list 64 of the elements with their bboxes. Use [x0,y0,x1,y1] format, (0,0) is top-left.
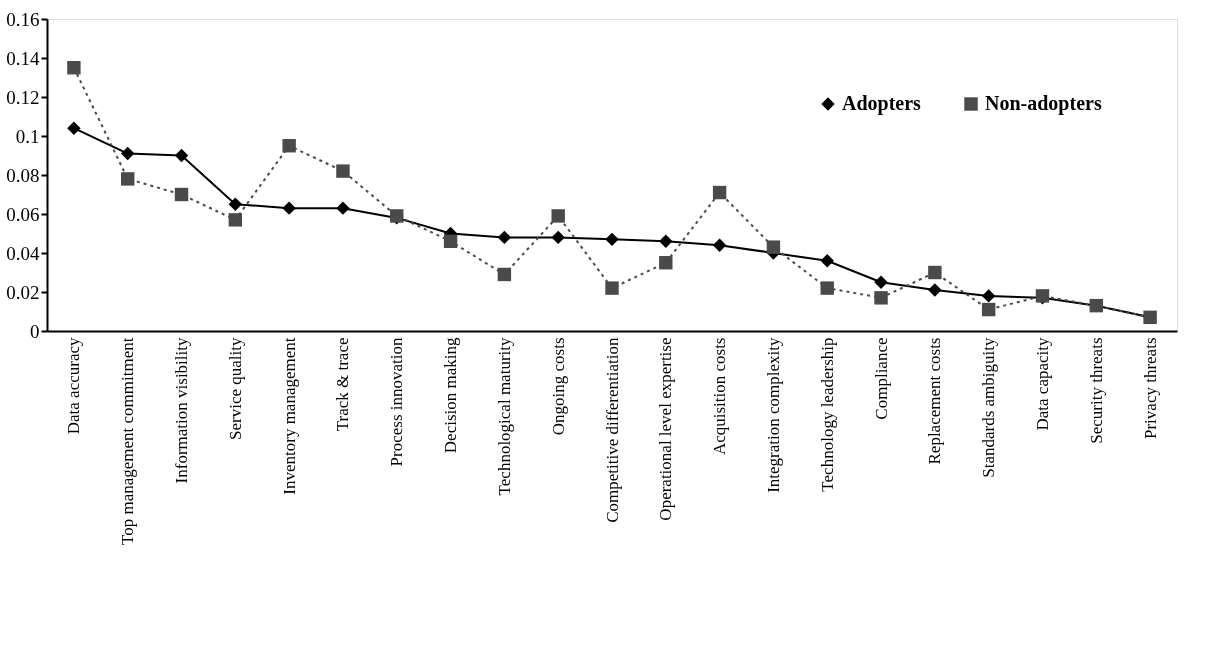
point [928,265,942,280]
x-tick-label: Data accuracy [64,337,84,435]
x-tick-label: Process innovation [387,337,407,467]
point [605,281,619,295]
y-tick-label: 0.14 [6,47,40,69]
point [659,234,673,249]
point [712,185,727,200]
y-tick-label: 0.06 [6,203,40,225]
point [497,230,512,245]
x-tick-label: Acquisition costs [710,337,730,456]
x-tick-label: Service quality [225,337,245,440]
x-tick-label: Track & trace [333,337,353,432]
y-tick-label: 0.02 [6,281,40,303]
x-tick-label: Security threats [1086,337,1106,444]
point [67,121,81,135]
point [820,281,834,295]
point [174,187,189,202]
point [228,197,243,211]
point [282,139,296,153]
x-tick-label: Privacy threats [1140,337,1160,439]
point [336,164,350,178]
point [551,209,565,223]
x-tick-label: Replacement costs [925,337,945,465]
point [121,172,135,186]
x-tick-label: Competitive differentiation [602,337,622,523]
point [174,148,189,163]
point [874,275,888,289]
y-tick-label: 0.16 [6,8,40,30]
x-tick-label: Operational level expertise [656,337,676,521]
point [497,267,512,282]
point [874,291,888,305]
point [820,254,834,268]
point [228,213,243,227]
x-tick-label: Technology leadership [817,337,837,492]
y-tick-label: 0.12 [6,86,40,108]
point [928,283,942,297]
x-tick-label: Decision making [441,337,461,454]
x-tick-label: Inventory management [279,337,299,495]
point [712,238,727,252]
point [121,146,135,161]
point [282,201,296,215]
point [605,232,619,247]
point [67,61,81,75]
point [336,201,350,215]
x-tick-label: Ongoing costs [548,337,568,436]
legend-label: Non-adopters [985,92,1102,115]
x-tick-label: Integration complexity [763,337,783,493]
point [766,240,781,254]
x-tick-label: Compliance [871,337,891,420]
point [443,234,458,249]
x-tick-label: Top management commitment [118,337,138,545]
point [551,230,565,245]
x-tick-label: Data capacity [1032,337,1052,431]
y-tick-label: 0.1 [15,125,40,147]
point [659,256,673,270]
point [981,302,996,317]
x-tick-label: Technological maturity [494,337,514,496]
point [981,289,996,303]
x-tick-label: Information visibility [172,337,192,484]
legend-label: Adopters [842,92,922,115]
y-tick-label: 0.04 [6,242,40,264]
y-tick-label: 0.08 [6,164,40,186]
y-tick-label: 0 [30,320,40,342]
x-tick-label: Standards ambiguity [979,337,999,478]
